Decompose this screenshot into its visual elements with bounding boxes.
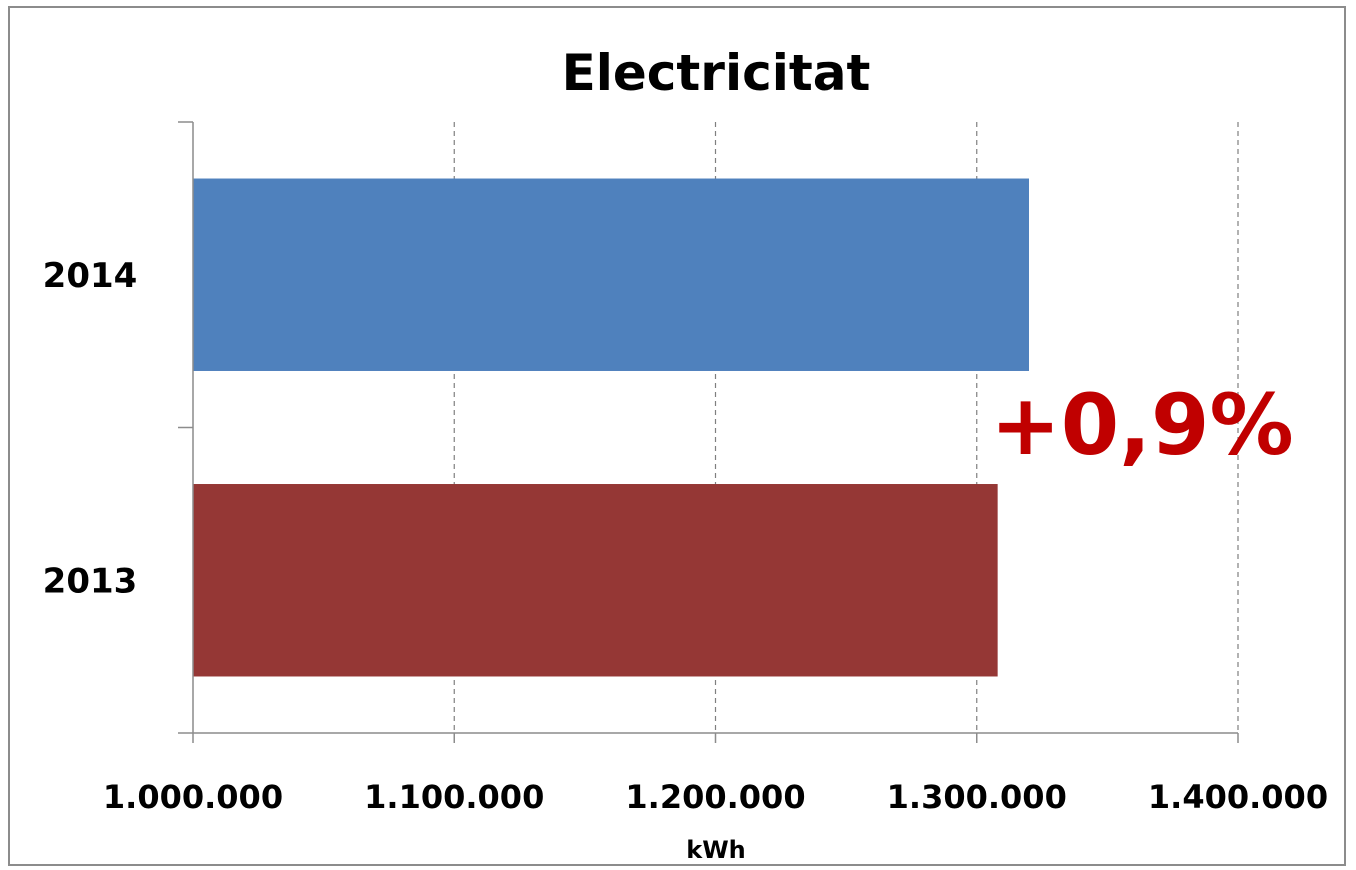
category-labels: 2014 2013 bbox=[43, 256, 138, 602]
change-annotation: +0,9% bbox=[990, 376, 1293, 474]
x-tick-label: 1.300.000 bbox=[887, 778, 1067, 816]
x-tick-label: 1.200.000 bbox=[625, 778, 805, 816]
x-tick-label: 1.400.000 bbox=[1148, 778, 1328, 816]
x-axis-title: kWh bbox=[686, 836, 746, 864]
bar-2013 bbox=[193, 484, 998, 677]
chart-title: Electricitat bbox=[562, 44, 871, 102]
bar-2014 bbox=[193, 178, 1029, 371]
category-label-2013: 2013 bbox=[43, 561, 138, 601]
chart-frame bbox=[8, 6, 1346, 866]
tick-labels: 1.000.000 1.100.000 1.200.000 1.300.000 1.40… bbox=[103, 778, 1328, 816]
category-label-2014: 2014 bbox=[43, 256, 138, 296]
x-tick-label: 1.000.000 bbox=[103, 778, 283, 816]
x-tick-label: 1.100.000 bbox=[364, 778, 544, 816]
bars bbox=[193, 178, 1029, 677]
axes bbox=[178, 121, 1239, 743]
